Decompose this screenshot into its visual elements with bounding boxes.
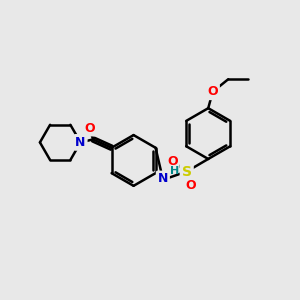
Text: S: S <box>182 164 192 178</box>
Text: N: N <box>158 172 168 185</box>
Text: O: O <box>84 122 95 135</box>
Text: N: N <box>75 136 86 149</box>
Text: O: O <box>185 179 196 192</box>
Text: O: O <box>207 85 218 98</box>
Text: O: O <box>167 154 178 167</box>
Text: H: H <box>170 166 179 176</box>
